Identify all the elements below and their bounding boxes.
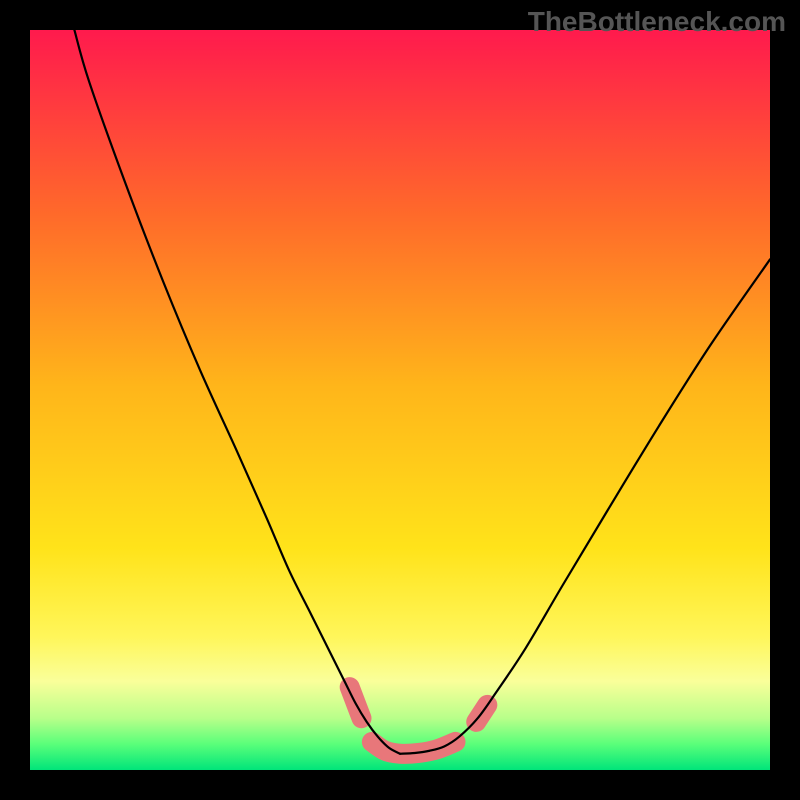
watermark-text: TheBottleneck.com	[528, 6, 786, 38]
gradient-background	[30, 30, 770, 770]
plot-area	[30, 30, 770, 770]
chart-svg	[30, 30, 770, 770]
